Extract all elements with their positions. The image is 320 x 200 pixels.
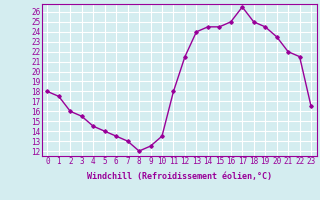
X-axis label: Windchill (Refroidissement éolien,°C): Windchill (Refroidissement éolien,°C) [87, 172, 272, 181]
